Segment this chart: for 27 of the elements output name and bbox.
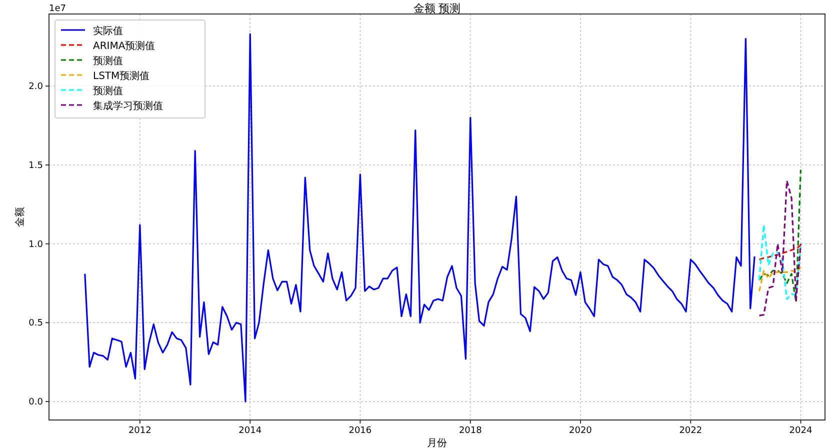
x-tick-label: 2020 (569, 426, 592, 436)
x-tick-label: 2014 (238, 426, 262, 436)
y-tick-label: 2.0 (28, 82, 44, 92)
x-tick-label: 2018 (458, 426, 482, 436)
legend-label: ARIMA预测值 (93, 40, 156, 52)
y-axis-title: 金额 (14, 207, 26, 227)
x-tick-label: 2012 (128, 426, 152, 436)
legend-label: 预测值 (93, 55, 123, 67)
y-tick-label: 0.0 (28, 398, 44, 408)
text: 1e7 (49, 4, 66, 14)
line-series (758, 266, 802, 292)
x-tick-label: 2024 (789, 426, 812, 436)
line-series (758, 244, 802, 260)
x-axis-title: 月份 (427, 438, 447, 448)
line-series (758, 168, 802, 303)
y-tick-label: 0.5 (28, 318, 43, 329)
line-series (758, 224, 802, 300)
legend-label: 集成学习预测值 (93, 100, 163, 112)
y-tick-label: 1.5 (28, 160, 43, 171)
x-tick-label: 2022 (679, 426, 702, 436)
y-tick-label: 1.0 (28, 240, 44, 250)
chart-title: 金额 预测 (413, 2, 461, 15)
legend-label: 实际值 (93, 25, 123, 37)
legend-label: 预测值 (93, 85, 123, 97)
legend-label: LSTM预测值 (93, 70, 150, 82)
line-series (758, 180, 802, 316)
x-tick-label: 2016 (348, 426, 372, 436)
